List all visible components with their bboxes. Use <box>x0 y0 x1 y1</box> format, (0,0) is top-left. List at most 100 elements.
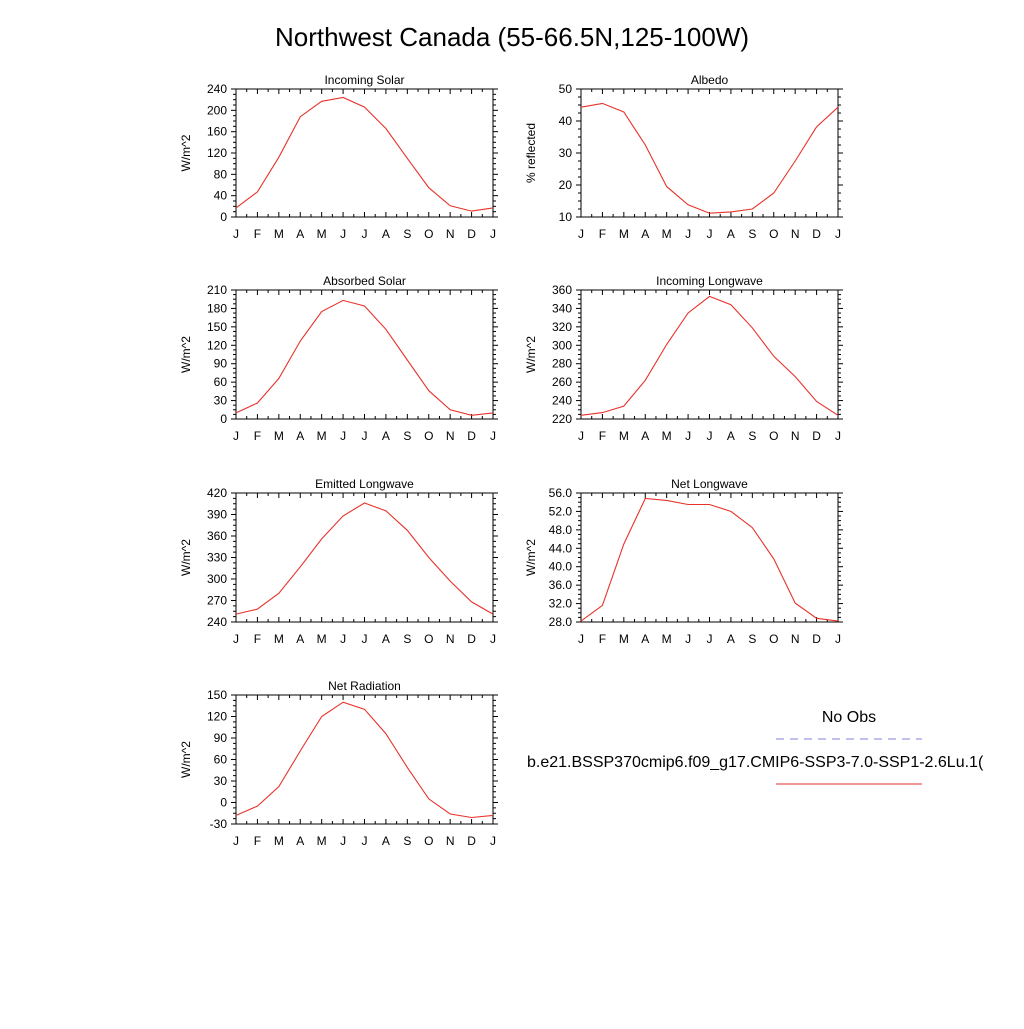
x-tick-label: M <box>619 429 629 443</box>
x-tick-label: J <box>362 632 368 646</box>
y-tick-label: 330 <box>207 551 227 565</box>
x-tick-label: A <box>727 632 735 646</box>
y-tick-label: 160 <box>207 125 227 139</box>
x-tick-label: F <box>254 227 261 241</box>
x-tick-label: J <box>362 834 368 848</box>
y-tick-label: 220 <box>552 412 572 426</box>
y-tick-label: 28.0 <box>549 615 573 629</box>
y-tick-label: 56.0 <box>549 486 573 500</box>
y-tick-label: 240 <box>207 82 227 96</box>
y-tick-label: 30 <box>214 774 228 788</box>
legend: No Obs b.e21.BSSP370cmip6.f09_g17.CMIP6-… <box>527 709 984 785</box>
y-axis-label: W/m^2 <box>524 539 538 576</box>
plot-frame <box>580 289 839 420</box>
x-tick-label: M <box>317 227 327 241</box>
y-tick-label: 270 <box>207 594 227 608</box>
plot-frame <box>235 694 494 825</box>
x-tick-label: A <box>382 227 390 241</box>
panel-title: Incoming Longwave <box>656 274 763 288</box>
x-tick-label: A <box>641 227 649 241</box>
model-series-line <box>580 497 839 622</box>
model-series-line <box>580 295 839 416</box>
x-tick-label: J <box>362 227 368 241</box>
plot-frame <box>235 88 494 218</box>
x-tick-label: M <box>317 834 327 848</box>
x-tick-label: J <box>685 429 691 443</box>
y-tick-label: 44.0 <box>549 541 573 555</box>
y-tick-label: 0 <box>220 412 227 426</box>
y-tick-label: 210 <box>207 283 227 297</box>
y-tick-label: 30 <box>214 394 228 408</box>
x-tick-label: A <box>296 834 304 848</box>
x-tick-label: A <box>641 632 649 646</box>
x-tick-label: O <box>769 227 778 241</box>
x-tick-label: J <box>835 632 841 646</box>
x-tick-label: J <box>490 632 496 646</box>
x-tick-label: M <box>274 429 284 443</box>
y-tick-label: 300 <box>552 338 572 352</box>
x-tick-label: J <box>233 632 239 646</box>
y-tick-label: 150 <box>207 688 227 702</box>
y-tick-label: 180 <box>207 301 227 315</box>
x-tick-label: D <box>812 429 821 443</box>
x-tick-label: D <box>812 227 821 241</box>
x-tick-label: S <box>748 227 756 241</box>
y-tick-label: 52.0 <box>549 504 573 518</box>
x-tick-label: A <box>296 429 304 443</box>
y-tick-label: 30 <box>559 146 573 160</box>
y-tick-label: 150 <box>207 320 227 334</box>
y-axis-label: W/m^2 <box>179 134 193 171</box>
y-tick-label: 0 <box>220 210 227 224</box>
y-tick-label: 90 <box>214 357 228 371</box>
y-tick-label: 390 <box>207 508 227 522</box>
panel-title: Net Longwave <box>671 477 748 491</box>
y-tick-label: 360 <box>552 283 572 297</box>
plot-frame <box>235 289 494 420</box>
y-axis-label: W/m^2 <box>179 336 193 373</box>
x-tick-label: J <box>685 227 691 241</box>
x-tick-label: M <box>662 429 672 443</box>
x-tick-label: J <box>685 632 691 646</box>
y-tick-label: 40 <box>214 189 228 203</box>
model-series-line <box>235 502 494 615</box>
y-tick-label: 120 <box>207 146 227 160</box>
x-tick-label: O <box>424 834 433 848</box>
x-tick-label: J <box>707 429 713 443</box>
x-tick-label: M <box>274 834 284 848</box>
x-tick-label: O <box>769 632 778 646</box>
x-tick-label: S <box>403 632 411 646</box>
y-tick-label: 80 <box>214 167 228 181</box>
y-tick-label: 40.0 <box>549 560 573 574</box>
y-tick-label: 60 <box>214 753 228 767</box>
x-tick-label: N <box>791 429 800 443</box>
y-tick-label: 200 <box>207 103 227 117</box>
x-tick-label: A <box>382 429 390 443</box>
y-tick-label: 40 <box>559 114 573 128</box>
x-tick-label: A <box>382 632 390 646</box>
x-tick-label: O <box>424 632 433 646</box>
x-tick-label: S <box>403 429 411 443</box>
plot-frame <box>580 88 839 218</box>
x-tick-label: D <box>812 632 821 646</box>
y-tick-label: 32.0 <box>549 597 573 611</box>
x-tick-label: A <box>296 227 304 241</box>
x-tick-label: O <box>424 429 433 443</box>
panel-title: Net Radiation <box>328 679 401 693</box>
x-tick-label: F <box>599 429 606 443</box>
y-tick-label: 420 <box>207 486 227 500</box>
x-tick-label: D <box>467 429 476 443</box>
x-tick-label: F <box>254 834 261 848</box>
x-tick-label: M <box>619 632 629 646</box>
x-tick-label: S <box>403 227 411 241</box>
y-tick-label: 260 <box>552 375 572 389</box>
x-tick-label: A <box>382 834 390 848</box>
x-tick-label: S <box>748 429 756 443</box>
y-tick-label: 300 <box>207 572 227 586</box>
